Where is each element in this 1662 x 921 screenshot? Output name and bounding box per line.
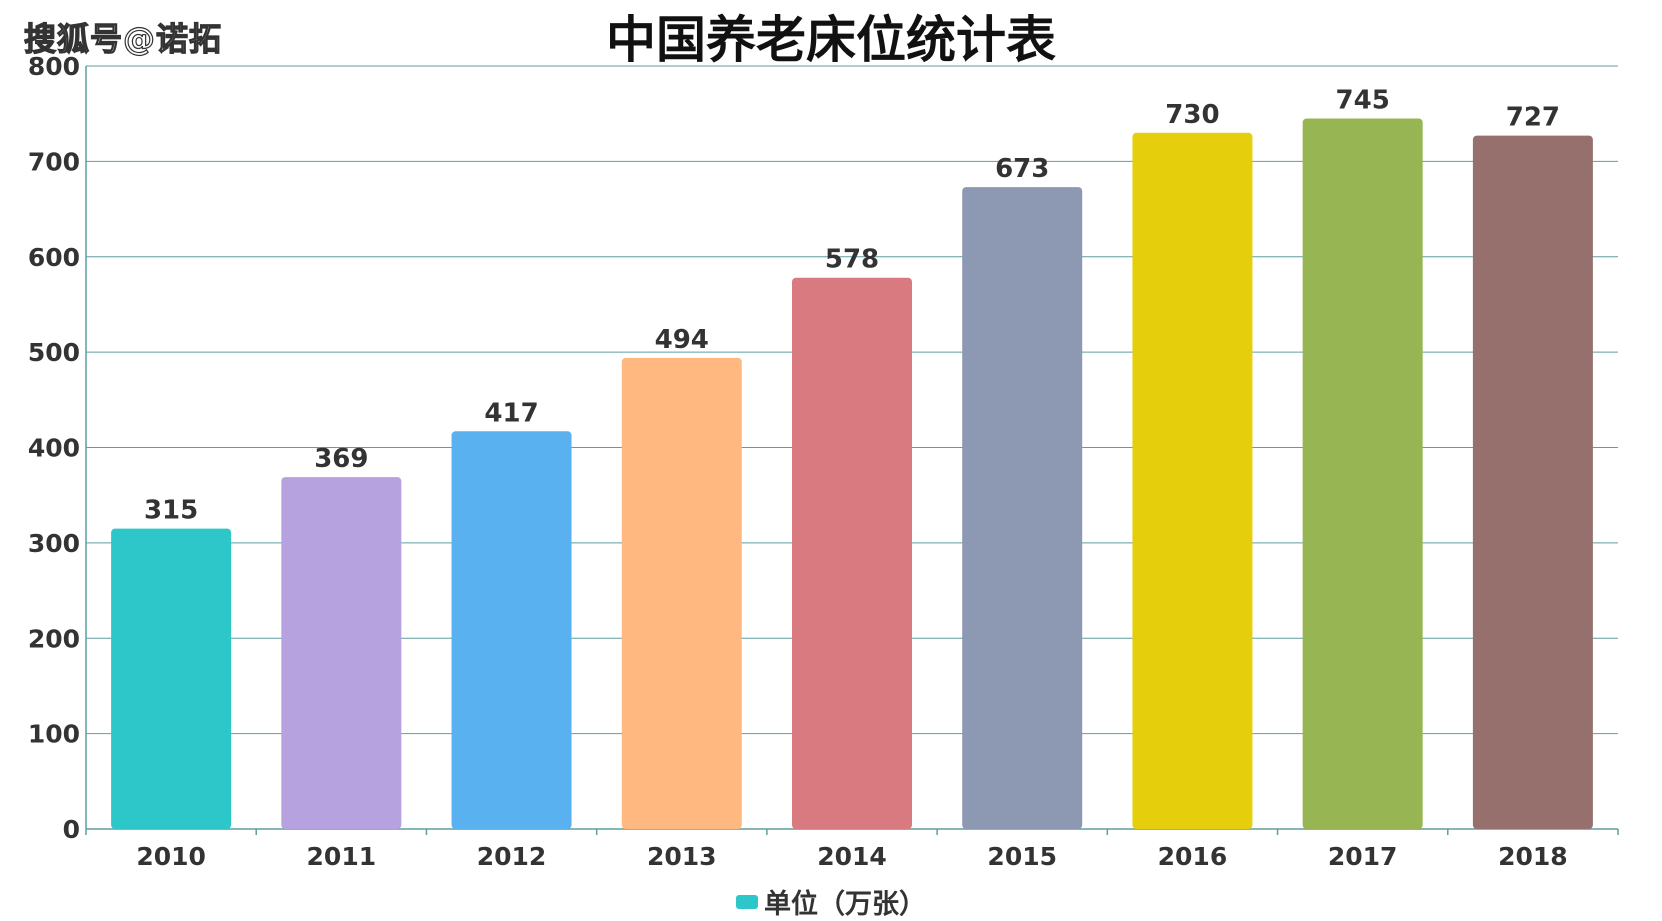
- x-tick-label: 2016: [1158, 842, 1228, 871]
- x-tick-label: 2011: [307, 842, 377, 871]
- y-tick-label: 400: [28, 434, 80, 463]
- x-tick-label: 2012: [477, 842, 547, 871]
- x-tick-label: 2018: [1498, 842, 1568, 871]
- y-tick-label: 700: [28, 147, 80, 176]
- data-label: 315: [144, 496, 198, 526]
- y-tick-label: 800: [28, 52, 80, 81]
- y-tick-label: 0: [63, 815, 80, 844]
- bar: [792, 277, 912, 829]
- y-tick-label: 600: [28, 243, 80, 272]
- x-tick-label: 2010: [136, 842, 206, 871]
- x-tick-label: 2017: [1328, 842, 1398, 871]
- legend-label: 单位（万张）: [764, 889, 926, 920]
- y-tick-label: 500: [28, 338, 80, 367]
- legend-swatch: [736, 894, 758, 909]
- bar: [1132, 132, 1253, 829]
- x-tick-label: 2014: [817, 842, 887, 871]
- data-label: 727: [1506, 103, 1560, 133]
- data-label: 745: [1336, 85, 1390, 115]
- data-label: 494: [655, 325, 709, 355]
- bar: [451, 431, 572, 829]
- y-tick-label: 100: [28, 720, 80, 749]
- x-tick-label: 2015: [987, 842, 1057, 871]
- bar: [1472, 135, 1593, 829]
- data-label: 417: [484, 398, 538, 428]
- data-labels: 315 369 417 494 578 673 730 745 727: [144, 85, 1560, 525]
- y-tick-label: 300: [28, 529, 80, 558]
- data-label: 673: [995, 154, 1049, 184]
- bar: [962, 187, 1083, 830]
- bar: [111, 528, 232, 829]
- x-tick-label: 2013: [647, 842, 717, 871]
- bar: [621, 357, 742, 829]
- data-label: 730: [1165, 100, 1219, 130]
- y-tick-label: 200: [28, 624, 80, 653]
- bar: [1302, 118, 1423, 830]
- watermark: 搜狐号@诺拓: [23, 19, 223, 58]
- legend[interactable]: 单位（万张）: [0, 882, 1662, 921]
- data-label: 578: [825, 245, 879, 275]
- data-label: 369: [314, 444, 368, 474]
- bar: [281, 477, 402, 829]
- bars: [111, 118, 1593, 830]
- chart-title: 中国养老床位统计表: [606, 11, 1056, 69]
